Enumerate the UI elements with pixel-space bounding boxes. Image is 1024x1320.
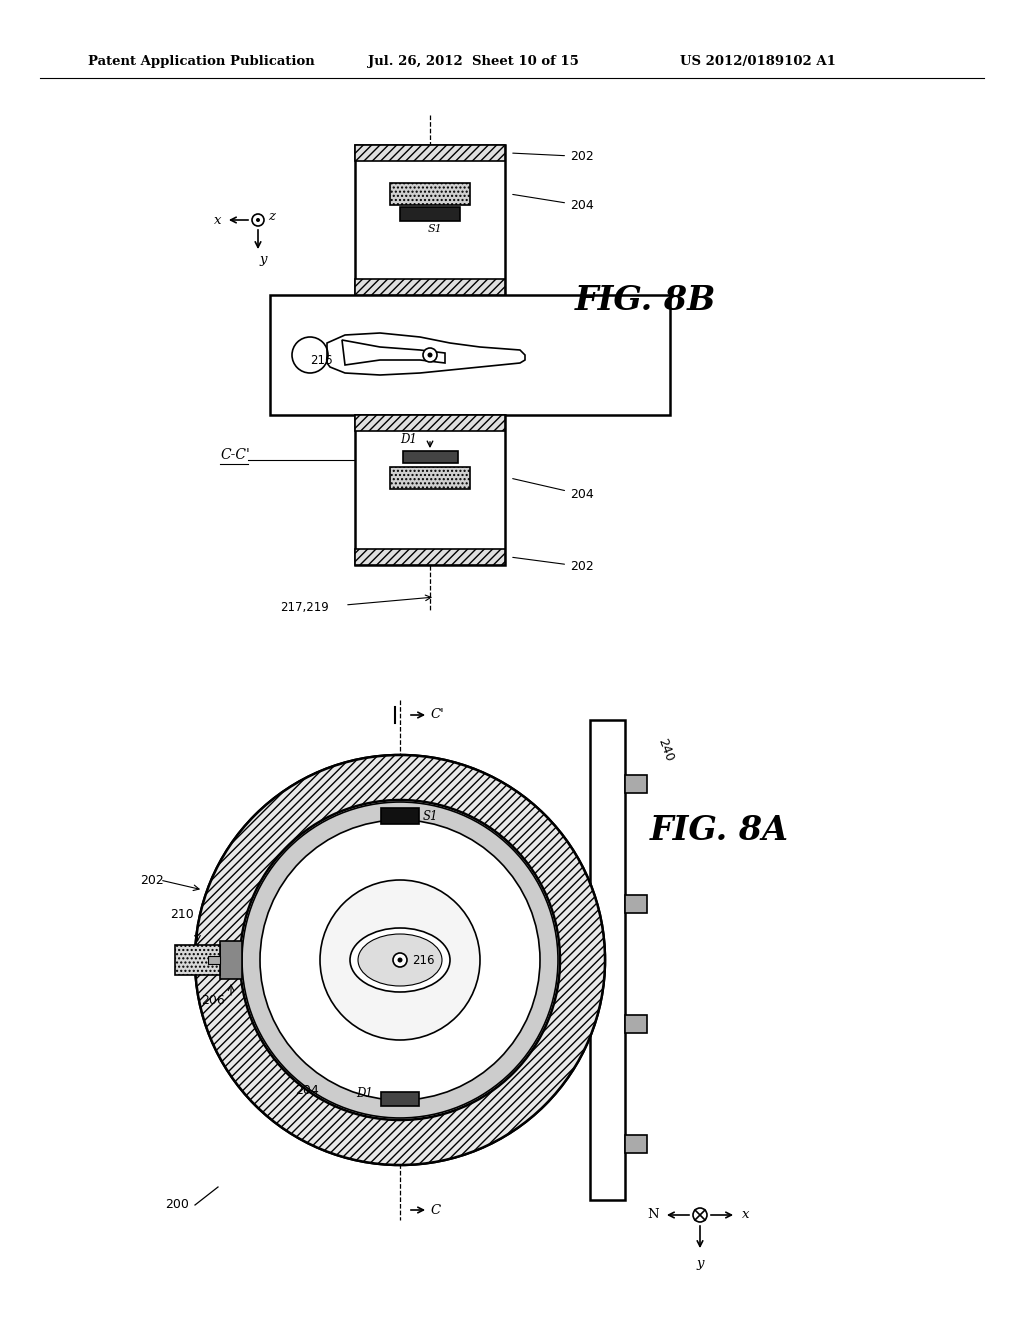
Text: US 2012/0189102 A1: US 2012/0189102 A1 <box>680 55 836 69</box>
Text: 210: 210 <box>170 908 194 921</box>
Ellipse shape <box>358 935 442 986</box>
Bar <box>625 1015 647 1034</box>
Text: FIG. 8A: FIG. 8A <box>650 814 790 847</box>
Text: 204: 204 <box>513 194 594 213</box>
Bar <box>208 956 220 964</box>
Bar <box>355 145 505 294</box>
Circle shape <box>393 953 407 968</box>
Text: C: C <box>430 1204 440 1217</box>
Bar <box>355 414 505 432</box>
Text: 202: 202 <box>140 874 164 887</box>
Bar <box>625 1135 647 1152</box>
Text: 217,219: 217,219 <box>280 601 329 614</box>
Text: S1: S1 <box>428 224 442 234</box>
Circle shape <box>260 820 540 1100</box>
Text: 240: 240 <box>655 737 676 763</box>
Circle shape <box>195 755 605 1166</box>
Circle shape <box>693 1208 707 1222</box>
Circle shape <box>423 348 437 362</box>
Bar <box>390 467 470 488</box>
Text: C-C': C-C' <box>220 447 250 462</box>
Text: y: y <box>696 1257 703 1270</box>
Text: z: z <box>268 210 275 223</box>
Bar <box>175 945 220 975</box>
Bar <box>400 207 460 220</box>
Text: x: x <box>742 1209 750 1221</box>
Circle shape <box>195 755 605 1166</box>
Text: Jul. 26, 2012  Sheet 10 of 15: Jul. 26, 2012 Sheet 10 of 15 <box>368 55 579 69</box>
Circle shape <box>397 957 402 962</box>
Text: FIG. 8B: FIG. 8B <box>575 284 717 317</box>
Circle shape <box>427 352 432 358</box>
Bar <box>625 775 647 793</box>
Circle shape <box>256 218 260 222</box>
Bar <box>381 808 419 824</box>
Bar <box>590 719 625 1200</box>
Bar <box>270 294 670 414</box>
Text: 200: 200 <box>165 1199 188 1212</box>
Ellipse shape <box>350 928 450 993</box>
Text: 216: 216 <box>412 953 434 966</box>
Circle shape <box>319 880 480 1040</box>
Text: 216: 216 <box>310 354 333 367</box>
Bar <box>402 451 458 463</box>
Text: Patent Application Publication: Patent Application Publication <box>88 55 314 69</box>
Text: y: y <box>259 253 266 267</box>
Bar <box>355 145 505 161</box>
Bar <box>390 183 470 205</box>
Circle shape <box>240 800 560 1119</box>
Text: 204: 204 <box>513 479 594 502</box>
Text: x: x <box>214 214 222 227</box>
Circle shape <box>252 214 264 226</box>
Text: 202: 202 <box>513 150 594 162</box>
Text: 206: 206 <box>201 994 224 1006</box>
Bar <box>381 1092 419 1106</box>
Bar <box>220 941 242 979</box>
Text: 202: 202 <box>513 557 594 573</box>
Text: D1: D1 <box>356 1086 373 1100</box>
Bar <box>355 279 505 294</box>
Bar <box>355 414 505 565</box>
Text: D1: D1 <box>400 433 417 446</box>
Circle shape <box>242 803 558 1118</box>
Bar <box>625 895 647 913</box>
Text: S1: S1 <box>423 809 438 822</box>
Text: C': C' <box>430 709 443 722</box>
Bar <box>355 549 505 565</box>
Text: 204: 204 <box>295 1084 318 1097</box>
Text: N: N <box>647 1209 658 1221</box>
